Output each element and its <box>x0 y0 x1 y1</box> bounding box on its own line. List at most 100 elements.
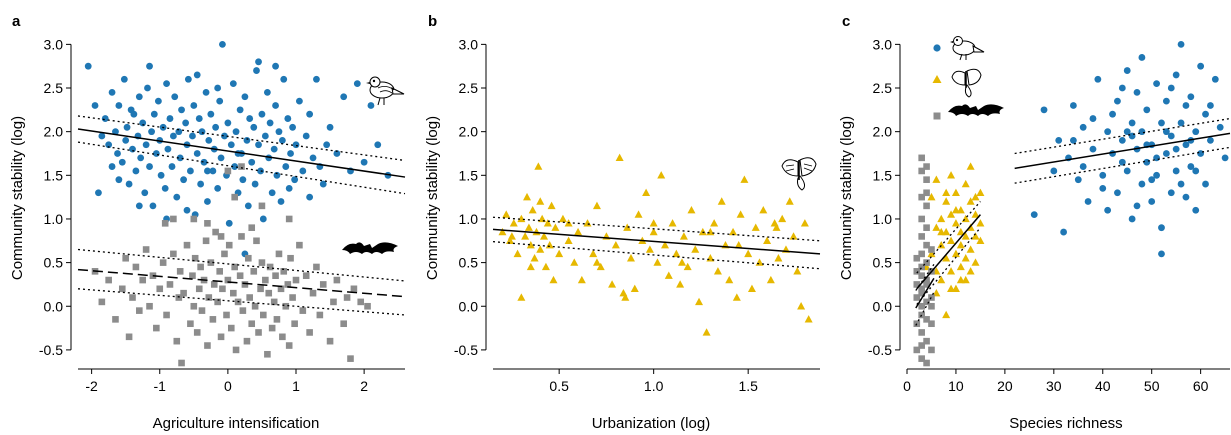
data-point <box>238 163 245 170</box>
y-tick-label: 1.0 <box>44 211 64 227</box>
data-point <box>918 250 925 258</box>
data-point <box>241 93 249 101</box>
data-point <box>611 240 620 249</box>
data-point <box>755 258 764 266</box>
data-point <box>961 214 970 223</box>
y-tick-label: 1.0 <box>873 211 893 227</box>
data-point <box>142 246 150 253</box>
fit-line-birds <box>1014 132 1231 170</box>
data-point <box>1153 80 1160 88</box>
data-point <box>193 150 201 157</box>
x-axis-title-c: Species richness <box>1009 415 1122 432</box>
data-point <box>570 258 579 266</box>
butterfly-icon <box>951 68 982 98</box>
data-point <box>691 245 700 253</box>
data-point <box>285 185 293 192</box>
data-point <box>785 197 794 205</box>
data-point <box>248 158 256 166</box>
data-point <box>163 80 170 88</box>
data-point <box>190 302 198 310</box>
data-point <box>323 141 331 149</box>
data-point <box>526 240 535 249</box>
x-tick-label: 30 <box>1046 378 1062 394</box>
data-point <box>1172 145 1180 153</box>
data-point <box>577 275 586 284</box>
data-point <box>255 141 262 149</box>
data-point <box>340 320 347 328</box>
data-point <box>142 141 150 149</box>
data-point <box>971 232 980 240</box>
data-point <box>153 324 160 332</box>
data-point <box>289 123 296 131</box>
data-point <box>1069 102 1077 109</box>
data-point <box>326 123 334 131</box>
data-point <box>130 110 138 118</box>
data-point <box>536 197 545 205</box>
data-point <box>713 267 722 275</box>
data-point <box>239 307 247 314</box>
data-point <box>205 136 213 144</box>
data-point <box>182 119 190 127</box>
data-point <box>1167 189 1175 197</box>
ci-lower-bats <box>915 291 935 326</box>
data-point <box>91 102 99 109</box>
y-tick-label: 1.5 <box>44 167 64 183</box>
panel-b: -0.5 0.0 0.5 1.0 1.5 2.0 2.5 3.0 0.5 1.0 1.5 <box>454 36 821 394</box>
data-point <box>108 163 116 170</box>
data-point <box>202 237 210 245</box>
data-point <box>545 240 554 249</box>
data-point <box>971 258 980 266</box>
data-point <box>253 67 260 74</box>
data-point <box>956 227 965 236</box>
data-point <box>596 262 605 271</box>
data-point <box>1118 136 1126 144</box>
data-point <box>744 249 753 258</box>
data-point <box>1138 54 1146 61</box>
data-point <box>309 289 317 297</box>
y-tick-label: 0.5 <box>459 255 479 271</box>
data-point <box>280 268 288 275</box>
data-point <box>918 215 925 223</box>
data-point <box>541 262 550 271</box>
data-point <box>214 185 222 192</box>
data-point <box>204 167 211 175</box>
data-point <box>634 210 643 218</box>
data-point <box>549 275 558 284</box>
data-point <box>1158 250 1165 258</box>
data-point <box>1089 145 1097 153</box>
data-point <box>615 153 624 162</box>
data-point <box>277 285 285 293</box>
y-tick-label: 1.0 <box>459 211 479 227</box>
data-point <box>1089 115 1097 122</box>
data-point <box>250 123 258 131</box>
data-point <box>214 298 221 306</box>
data-point <box>98 132 106 140</box>
x-tick-label: -2 <box>85 378 98 394</box>
data-point <box>137 154 145 162</box>
data-point <box>248 320 256 328</box>
data-point <box>223 311 230 319</box>
x-tick-label: 10 <box>948 378 964 394</box>
data-point <box>951 188 960 196</box>
data-point <box>187 320 194 328</box>
data-point <box>918 289 925 297</box>
data-point <box>804 315 813 323</box>
data-point <box>246 294 253 301</box>
data-point <box>778 214 787 223</box>
data-point <box>313 263 320 271</box>
data-point <box>180 289 187 297</box>
data-point <box>84 62 92 70</box>
data-point <box>564 236 573 244</box>
data-point <box>1118 158 1126 166</box>
data-point <box>1177 119 1185 127</box>
x-tick-label: 0.5 <box>549 378 569 394</box>
data-point <box>923 276 930 284</box>
data-point <box>1109 110 1116 118</box>
data-point <box>592 258 601 266</box>
data-point <box>923 359 930 367</box>
data-point <box>302 272 310 280</box>
data-point <box>282 163 290 170</box>
butterfly-icon <box>781 157 817 191</box>
data-point <box>319 180 327 188</box>
data-point <box>255 58 262 66</box>
